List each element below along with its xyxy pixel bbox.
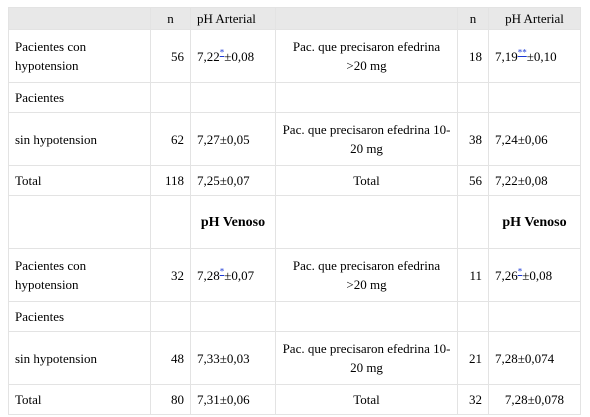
table-row: Pacientes (8, 82, 581, 113)
row-label: Total (8, 165, 151, 196)
cell-n-2: 18 (457, 29, 489, 83)
cell-ph: 7,31±0,06 (190, 384, 276, 415)
cell-group (275, 82, 458, 113)
cell-n (150, 301, 191, 332)
table-row: sin hypotension 62 7,27±0,05 Pac. que pr… (8, 112, 581, 166)
table-row: Pacientes con hypotension 32 7,28*±0,07 … (8, 248, 581, 302)
cell-ph-2: 7,24±0,06 (488, 112, 581, 166)
cell-ph-2: 7,28±0,074 (488, 331, 581, 385)
cell-group: Pac. que precisaron efedrina 10-20 mg (275, 331, 458, 385)
footnote-link[interactable]: * (517, 266, 523, 277)
cell-ph: 7,28*±0,07 (190, 248, 276, 302)
cell-ph: 7,22*±0,08 (190, 29, 276, 83)
cell-n-2 (457, 82, 489, 113)
footnote-link[interactable]: * (219, 266, 225, 277)
cell-ph-2 (488, 301, 581, 332)
cell-ph (190, 301, 276, 332)
ph-sd: ±0,10 (526, 48, 557, 64)
cell-group (275, 301, 458, 332)
table-row: sin hypotension 48 7,33±0,03 Pac. que pr… (8, 331, 581, 385)
section-title-2: pH Venoso (488, 195, 581, 249)
cell-ph-2: 7,28±0,078 (488, 384, 581, 415)
cell-n: 62 (150, 112, 191, 166)
row-label: Pacientes con hypotension (8, 29, 151, 83)
cell-n: 48 (150, 331, 191, 385)
header-cell-n: n (150, 7, 191, 30)
cell-group: Total (275, 384, 458, 415)
cell-ph-2: 7,26*±0,08 (488, 248, 581, 302)
cell-group: Pac. que precisaron efedrina 10-20 mg (275, 112, 458, 166)
cell-ph: 7,33±0,03 (190, 331, 276, 385)
ph-value: 7,22 (197, 48, 220, 64)
cell-n (150, 195, 191, 249)
cell-ph: 7,27±0,05 (190, 112, 276, 166)
cell-n (150, 82, 191, 113)
section-title: pH Venoso (190, 195, 276, 249)
ph-sd: ±0,07 (224, 267, 255, 283)
row-label: Pacientes con hypotension (8, 248, 151, 302)
cell-n: 32 (150, 248, 191, 302)
ph-sd: ±0,08 (522, 267, 553, 283)
cell-n-2: 11 (457, 248, 489, 302)
table-row: Total 118 7,25±0,07 Total 56 7,22±0,08 (8, 165, 581, 196)
cell-group: Total (275, 165, 458, 196)
cell-ph-2 (488, 82, 581, 113)
cell-group: Pac. que precisaron efedrina >20 mg (275, 248, 458, 302)
ph-value: 7,26 (495, 267, 518, 283)
row-label (8, 195, 151, 249)
header-cell-n-2: n (457, 7, 489, 30)
row-label: Pacientes (8, 82, 151, 113)
cell-group (275, 195, 458, 249)
cell-n: 56 (150, 29, 191, 83)
table-header-row: n pH Arterial n pH Arterial (8, 7, 581, 30)
section-header-row: pH Venoso pH Venoso (8, 195, 581, 249)
row-label: Pacientes (8, 301, 151, 332)
cell-group: Pac. que precisaron efedrina >20 mg (275, 29, 458, 83)
header-cell-group (275, 7, 458, 30)
cell-n: 80 (150, 384, 191, 415)
cell-n: 118 (150, 165, 191, 196)
header-cell-label (8, 7, 151, 30)
table-row: Pacientes (8, 301, 581, 332)
row-label: sin hypotension (8, 331, 151, 385)
cell-n-2: 32 (457, 384, 489, 415)
ph-value: 7,19 (495, 48, 518, 64)
row-label: sin hypotension (8, 112, 151, 166)
ph-value: 7,28 (197, 267, 220, 283)
table-row: Pacientes con hypotension 56 7,22*±0,08 … (8, 29, 581, 83)
table-row: Total 80 7,31±0,06 Total 32 7,28±0,078 (8, 384, 581, 415)
ph-sd: ±0,08 (224, 48, 255, 64)
footnote-link[interactable]: * (219, 47, 225, 58)
cell-ph-2: 7,19**±0,10 (488, 29, 581, 83)
cell-n-2 (457, 301, 489, 332)
cell-n-2: 21 (457, 331, 489, 385)
cell-ph-2: 7,22±0,08 (488, 165, 581, 196)
header-cell-ph-arterial: pH Arterial (190, 7, 276, 30)
cell-n-2 (457, 195, 489, 249)
footnote-link[interactable]: ** (517, 47, 527, 58)
ph-table: n pH Arterial n pH Arterial Pacientes co… (8, 7, 581, 415)
cell-ph (190, 82, 276, 113)
cell-n-2: 38 (457, 112, 489, 166)
cell-ph: 7,25±0,07 (190, 165, 276, 196)
row-label: Total (8, 384, 151, 415)
header-cell-ph-arterial-2: pH Arterial (488, 7, 581, 30)
cell-n-2: 56 (457, 165, 489, 196)
